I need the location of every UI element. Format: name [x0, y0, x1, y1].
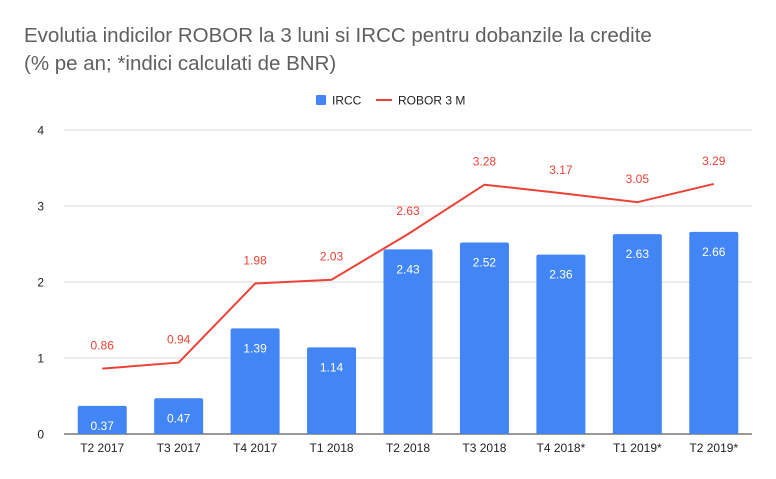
bar-ircc — [536, 254, 586, 434]
line-value-label: 0.86 — [91, 339, 115, 353]
bar-value-label: 2.52 — [473, 255, 497, 269]
line-value-label: 3.28 — [473, 155, 497, 169]
legend-swatch-ircc — [316, 95, 326, 105]
line-value-label: 2.03 — [320, 250, 344, 264]
bar-value-label: 0.37 — [91, 419, 115, 433]
line-value-label: 1.98 — [243, 254, 267, 268]
y-tick-label: 3 — [37, 200, 44, 214]
bar-value-label: 2.63 — [626, 247, 650, 261]
x-tick-label: T2 2019* — [689, 441, 738, 455]
x-tick-label: T4 2018* — [537, 441, 586, 455]
bar-ircc — [77, 405, 127, 434]
bar-ircc — [154, 398, 204, 434]
line-value-label: 3.29 — [702, 154, 726, 168]
legend-label-robor: ROBOR 3 M — [398, 94, 465, 108]
x-tick-label: T3 2018 — [462, 441, 506, 455]
line-value-label: 2.63 — [396, 204, 420, 218]
y-tick-label: 2 — [37, 276, 44, 290]
legend-label-ircc: IRCC — [332, 94, 362, 108]
bar-ircc — [307, 347, 357, 434]
chart-title-line-1: Evolutia indicilor ROBOR la 3 luni si IR… — [24, 24, 652, 47]
x-tick-label: T1 2019* — [613, 441, 662, 455]
bar-ircc — [383, 249, 433, 434]
bar-ircc — [612, 234, 662, 434]
line-value-label: 3.17 — [549, 163, 573, 177]
bar-value-label: 0.47 — [167, 411, 191, 425]
chart-title-line-2: (% pe an; *indici calculati de BNR) — [24, 52, 337, 75]
line-value-label: 3.05 — [626, 172, 650, 186]
bar-ircc — [230, 328, 280, 434]
bar-value-label: 1.39 — [243, 341, 267, 355]
y-tick-label: 0 — [37, 428, 44, 442]
bar-value-label: 2.66 — [702, 245, 726, 259]
bar-ircc — [689, 231, 739, 434]
bar-value-label: 2.43 — [396, 262, 420, 276]
x-tick-label: T4 2017 — [233, 441, 277, 455]
x-tick-label: T1 2018 — [310, 441, 354, 455]
bar-ircc — [459, 242, 509, 434]
x-tick-label: T2 2017 — [80, 441, 124, 455]
x-tick-label: T3 2017 — [157, 441, 201, 455]
y-tick-label: 1 — [37, 352, 44, 366]
x-tick-label: T2 2018 — [386, 441, 430, 455]
y-tick-label: 4 — [37, 124, 44, 138]
bar-value-label: 1.14 — [320, 360, 344, 374]
legend: IRCC ROBOR 3 M — [316, 94, 465, 108]
line-value-label: 0.94 — [167, 333, 191, 347]
bar-value-label: 2.36 — [549, 268, 573, 282]
